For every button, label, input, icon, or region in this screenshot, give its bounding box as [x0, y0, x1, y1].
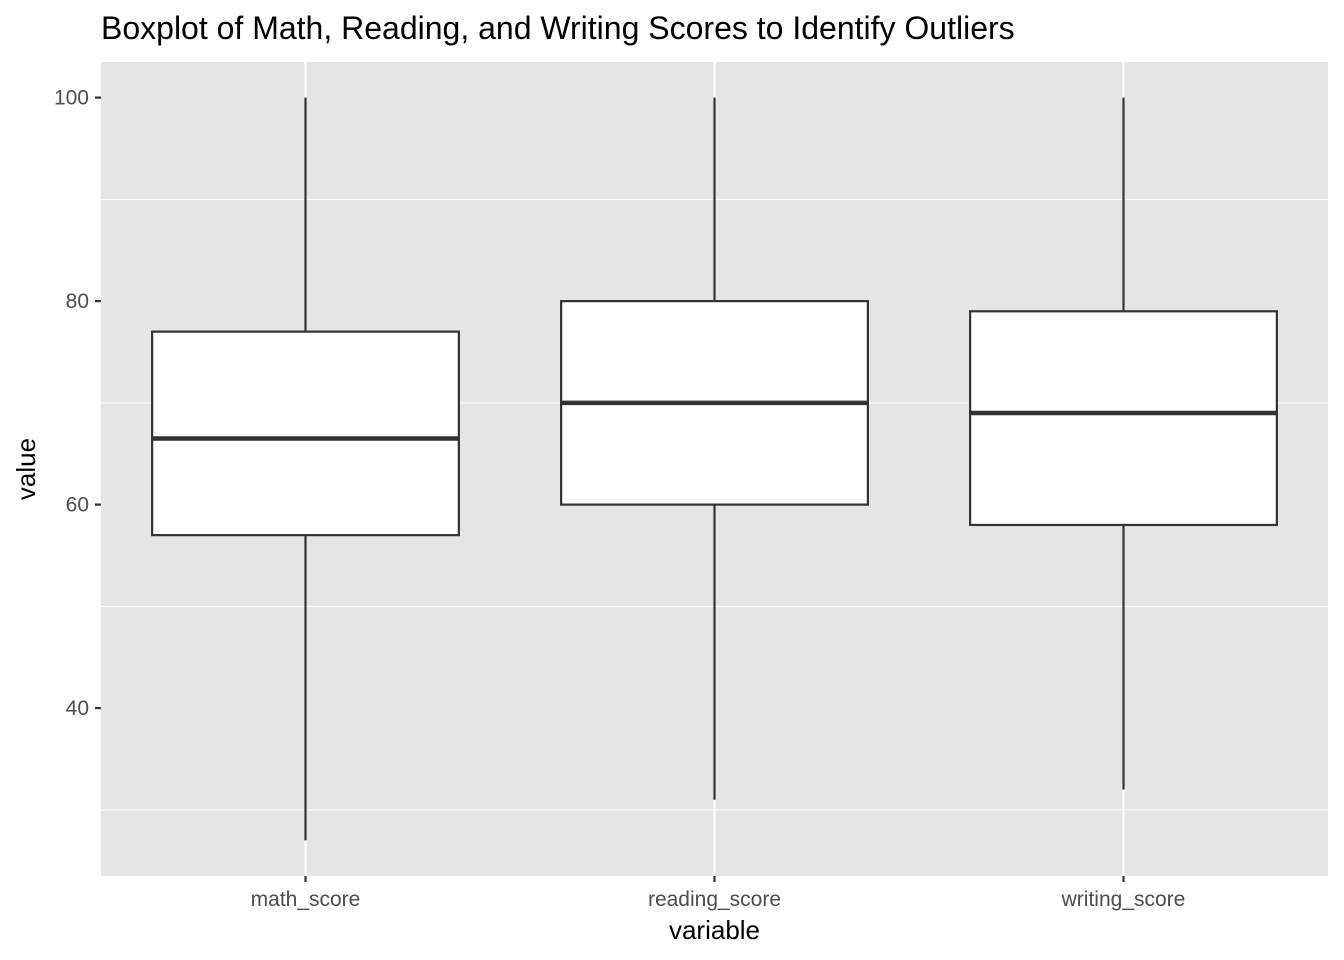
- y-axis-title: value: [11, 438, 41, 500]
- x-tick-label: reading_score: [648, 888, 781, 911]
- iqr-box: [151, 330, 460, 537]
- box-writing_score: [969, 97, 1278, 790]
- box-math_score: [151, 97, 460, 841]
- y-axis: 40 60 80 100: [54, 87, 101, 720]
- chart-title: Boxplot of Math, Reading, and Writing Sc…: [101, 10, 1015, 46]
- boxes-group: [151, 97, 1278, 841]
- y-tick-label: 60: [66, 494, 89, 517]
- y-tick-label: 40: [66, 697, 89, 720]
- box-reading_score: [560, 97, 869, 800]
- y-tick-label: 100: [54, 87, 89, 110]
- x-tick-label: writing_score: [1061, 888, 1186, 911]
- x-axis-title: variable: [669, 915, 760, 945]
- x-axis: math_score reading_score writing_score: [251, 876, 1186, 911]
- y-tick-label: 80: [66, 290, 89, 313]
- x-tick-label: math_score: [251, 888, 361, 911]
- iqr-box: [969, 310, 1278, 527]
